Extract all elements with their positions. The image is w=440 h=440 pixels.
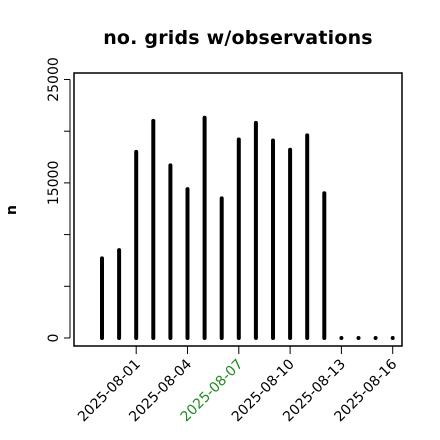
bar-zero-point	[390, 336, 395, 340]
bar-zero-point	[373, 336, 378, 340]
y-axis: 0 15000 25000	[46, 57, 71, 343]
bars	[100, 115, 395, 340]
bar-zero-point	[356, 336, 361, 340]
y-axis-title: n	[4, 205, 20, 215]
y-tick-label: 15000	[46, 161, 62, 206]
y-tick-label: 25000	[46, 57, 62, 102]
bar-zero-point	[339, 336, 344, 340]
chart-title: no. grids w/observations	[103, 27, 373, 49]
y-tick-label: 0	[46, 334, 62, 343]
x-axis: 2025-08-012025-08-042025-08-072025-08-10…	[75, 345, 400, 425]
